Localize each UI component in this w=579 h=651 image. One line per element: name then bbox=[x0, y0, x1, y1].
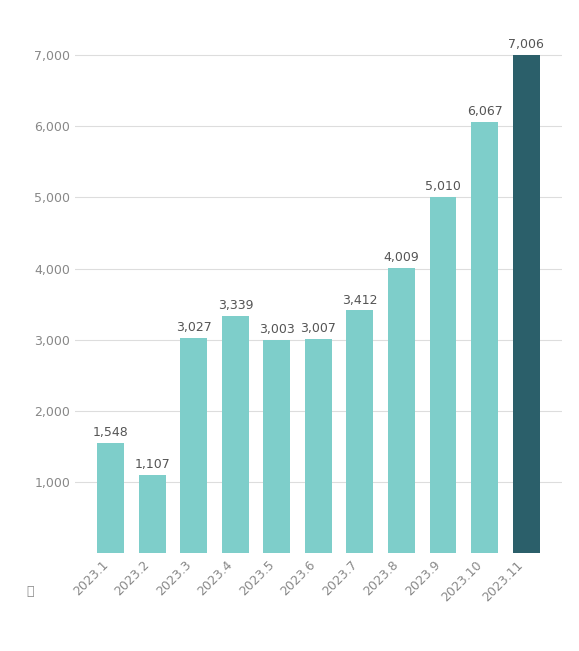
Text: 3,027: 3,027 bbox=[176, 321, 212, 334]
Bar bbox=[430, 197, 456, 553]
Text: 6,067: 6,067 bbox=[467, 105, 503, 118]
Bar bbox=[97, 443, 124, 553]
Bar bbox=[512, 55, 540, 553]
Text: 7,006: 7,006 bbox=[508, 38, 544, 51]
Text: 辆: 辆 bbox=[27, 585, 34, 598]
Bar bbox=[471, 122, 498, 553]
Bar bbox=[222, 316, 249, 553]
Text: 3,003: 3,003 bbox=[259, 323, 295, 336]
Bar bbox=[181, 338, 207, 553]
Text: 3,339: 3,339 bbox=[218, 299, 253, 312]
Text: 3,412: 3,412 bbox=[342, 294, 378, 307]
Bar bbox=[263, 340, 291, 553]
Bar bbox=[305, 339, 332, 553]
Text: 5,010: 5,010 bbox=[425, 180, 461, 193]
Text: 1,107: 1,107 bbox=[134, 458, 170, 471]
Text: 3,007: 3,007 bbox=[301, 322, 336, 335]
Text: 1,548: 1,548 bbox=[93, 426, 129, 439]
Text: 4,009: 4,009 bbox=[384, 251, 419, 264]
Bar bbox=[388, 268, 415, 553]
Bar bbox=[139, 475, 166, 553]
Bar bbox=[346, 311, 373, 553]
